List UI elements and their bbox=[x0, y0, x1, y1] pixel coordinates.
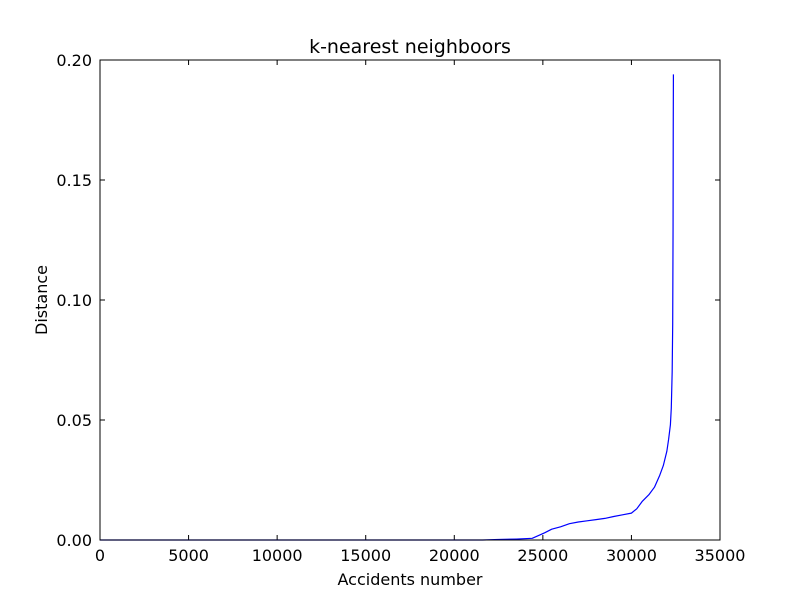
x-tick-label: 30000 bbox=[606, 546, 657, 565]
y-tick-label: 0.00 bbox=[56, 531, 92, 550]
x-tick-label: 35000 bbox=[695, 546, 746, 565]
axes-frame bbox=[99, 59, 721, 541]
y-axis-label: Distance bbox=[32, 265, 51, 335]
x-tick-label: 0 bbox=[95, 546, 105, 565]
chart-title: k-nearest neighboors bbox=[309, 36, 511, 58]
x-tick-label: 25000 bbox=[517, 546, 568, 565]
x-tick-label: 10000 bbox=[252, 546, 303, 565]
x-tick-label: 20000 bbox=[429, 546, 480, 565]
x-tick-label: 15000 bbox=[340, 546, 391, 565]
x-axis-label: Accidents number bbox=[338, 570, 483, 589]
x-tick-label: 5000 bbox=[168, 546, 209, 565]
y-tick-label: 0.20 bbox=[56, 51, 92, 70]
y-tick-label: 0.05 bbox=[56, 411, 92, 430]
y-tick-label: 0.10 bbox=[56, 291, 92, 310]
y-tick-label: 0.15 bbox=[56, 171, 92, 190]
series-line bbox=[100, 74, 675, 541]
plot-area: 0 5000 10000 15000 20000 25000 30000 35000 0.00 0… bbox=[56, 51, 745, 565]
